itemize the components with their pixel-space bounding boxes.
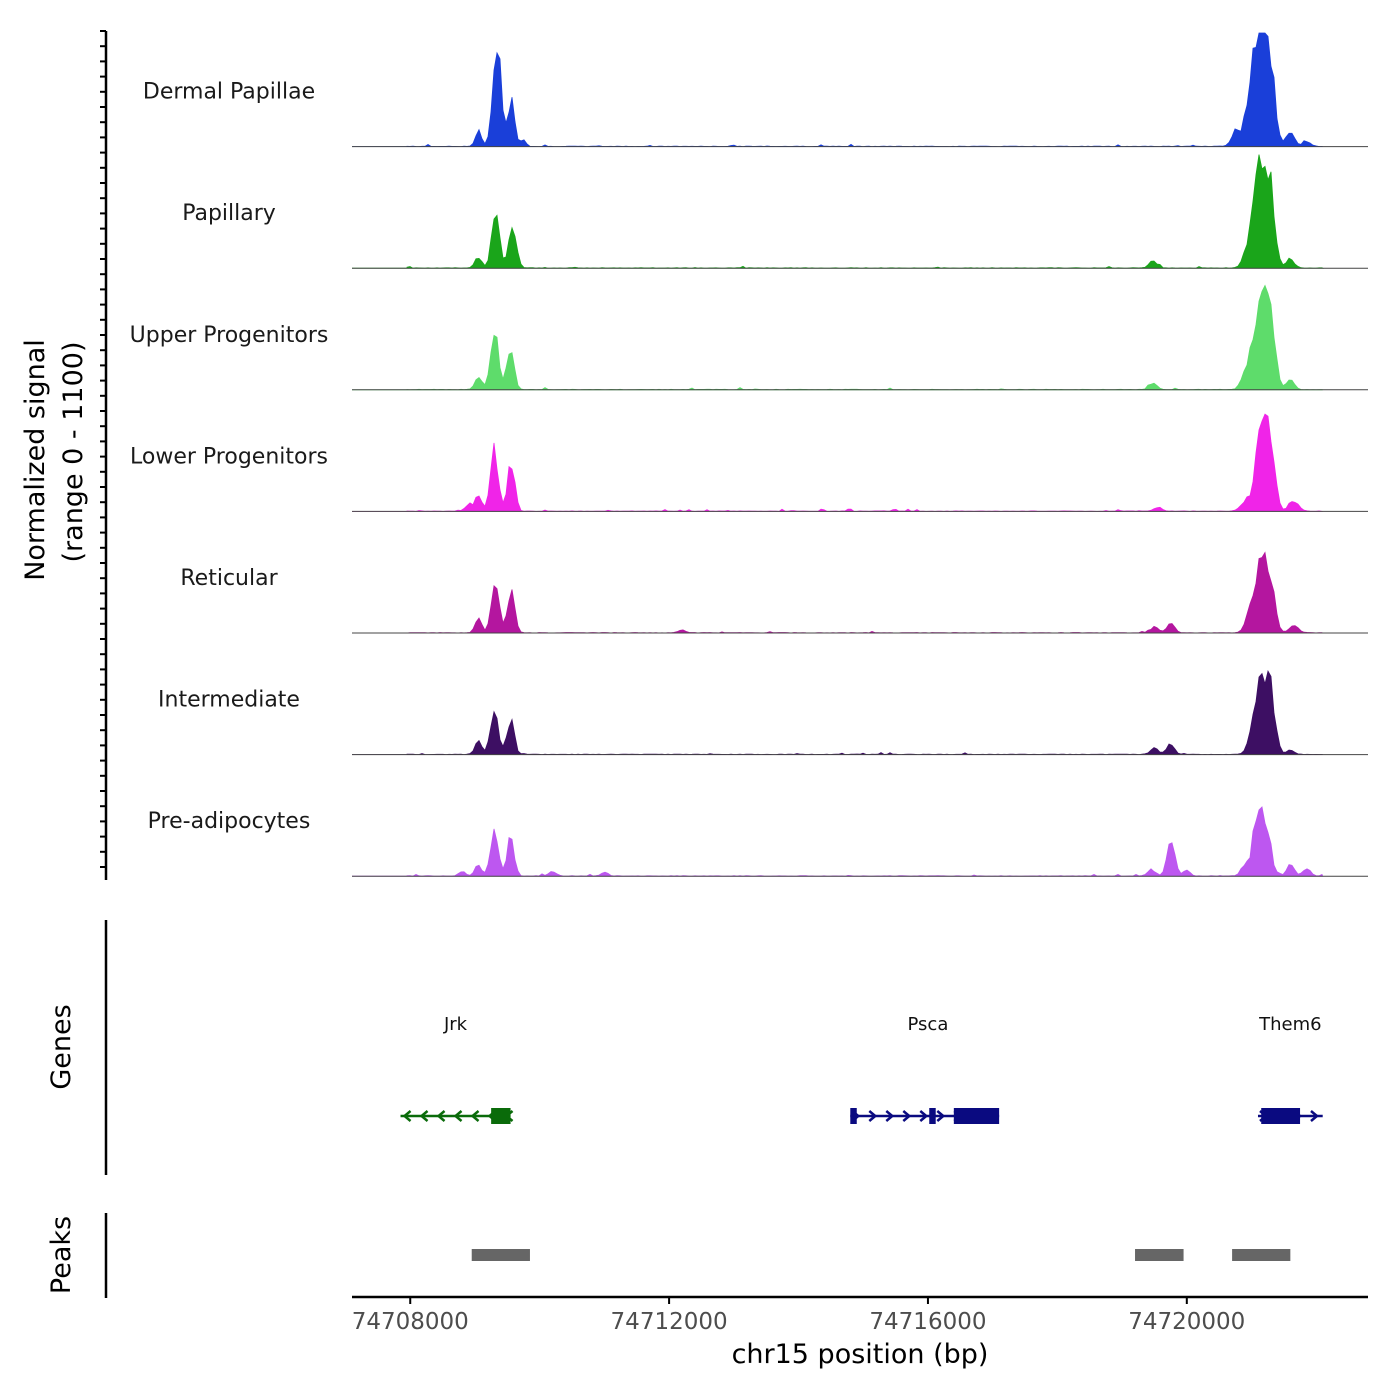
track-label: Papillary [182, 201, 276, 226]
strand-arrow [436, 1110, 446, 1122]
strand-arrow [453, 1110, 463, 1122]
peak-region [1232, 1249, 1291, 1261]
strand-arrow [919, 1110, 929, 1122]
track-upper-progenitors: Upper Progenitors [130, 284, 1368, 391]
strand-arrow [902, 1110, 912, 1122]
peaks-axis-label: Peaks [46, 1216, 77, 1294]
gene-track: Jrk Psca Them6 [400, 1014, 1323, 1124]
track-signal-area [352, 284, 1323, 391]
peak-track [471, 1249, 1291, 1261]
gene-label: Psca [908, 1014, 949, 1035]
signal-tracks: Dermal Papillae Papillary Upper Progenitor… [130, 32, 1368, 877]
track-label: Reticular [180, 566, 278, 591]
gene-label: Jrk [443, 1014, 468, 1035]
y-axis-label: Normalized signal [20, 339, 51, 581]
gene-psca: Psca [850, 1014, 1000, 1124]
x-tick-label: 74720000 [1128, 1309, 1245, 1335]
x-axis-ticks: 74708000 74712000 74716000 74720000 [352, 1297, 1245, 1335]
peak-region [1135, 1249, 1184, 1261]
track-lower-progenitors: Lower Progenitors [130, 413, 1368, 512]
y-axis-label-range: (range 0 - 1100) [58, 342, 89, 563]
strand-arrow [868, 1110, 878, 1122]
track-signal-area [352, 154, 1325, 269]
gene-them6: Them6 [1257, 1014, 1323, 1124]
track-label: Intermediate [158, 688, 300, 713]
track-label: Lower Progenitors [130, 444, 328, 469]
x-tick-label: 74708000 [352, 1309, 469, 1335]
track-signal-area [352, 670, 1323, 756]
track-signal-area [352, 551, 1323, 634]
track-reticular: Reticular [180, 551, 1368, 634]
gene-label: Them6 [1258, 1014, 1321, 1035]
track-signal-area [352, 806, 1324, 877]
track-signal-area [352, 32, 1323, 148]
track-label: Upper Progenitors [130, 323, 329, 348]
strand-arrow [470, 1110, 480, 1122]
strand-arrow [1310, 1110, 1319, 1122]
track-pre-adipocytes: Pre-adipocytes [148, 806, 1368, 877]
track-label: Dermal Papillae [143, 80, 315, 105]
gene-jrk: Jrk [400, 1014, 514, 1124]
strand-arrow [419, 1110, 429, 1122]
track-label: Pre-adipocytes [148, 809, 311, 834]
gene-exon [929, 1108, 936, 1124]
gene-exon [850, 1108, 857, 1124]
y-axis-label-line1: Normalized signal [20, 339, 51, 581]
strand-arrow [402, 1110, 412, 1122]
gene-exon [491, 1108, 511, 1124]
strand-arrow [936, 1110, 946, 1122]
signal-y-axis [100, 30, 108, 880]
gene-exon [1261, 1108, 1301, 1124]
peak-region [471, 1249, 530, 1261]
track-intermediate: Intermediate [158, 670, 1368, 756]
x-tick-label: 74712000 [611, 1309, 728, 1335]
track-signal-area [352, 413, 1323, 512]
track-dermal-papillae: Dermal Papillae [143, 32, 1368, 148]
genes-axis-label: Genes [46, 1004, 77, 1089]
x-axis-label: chr15 position (bp) [732, 1339, 989, 1370]
strand-arrow [885, 1110, 895, 1122]
gene-exon [953, 1108, 1000, 1124]
x-tick-label: 74716000 [869, 1309, 986, 1335]
track-papillary: Papillary [182, 154, 1368, 269]
